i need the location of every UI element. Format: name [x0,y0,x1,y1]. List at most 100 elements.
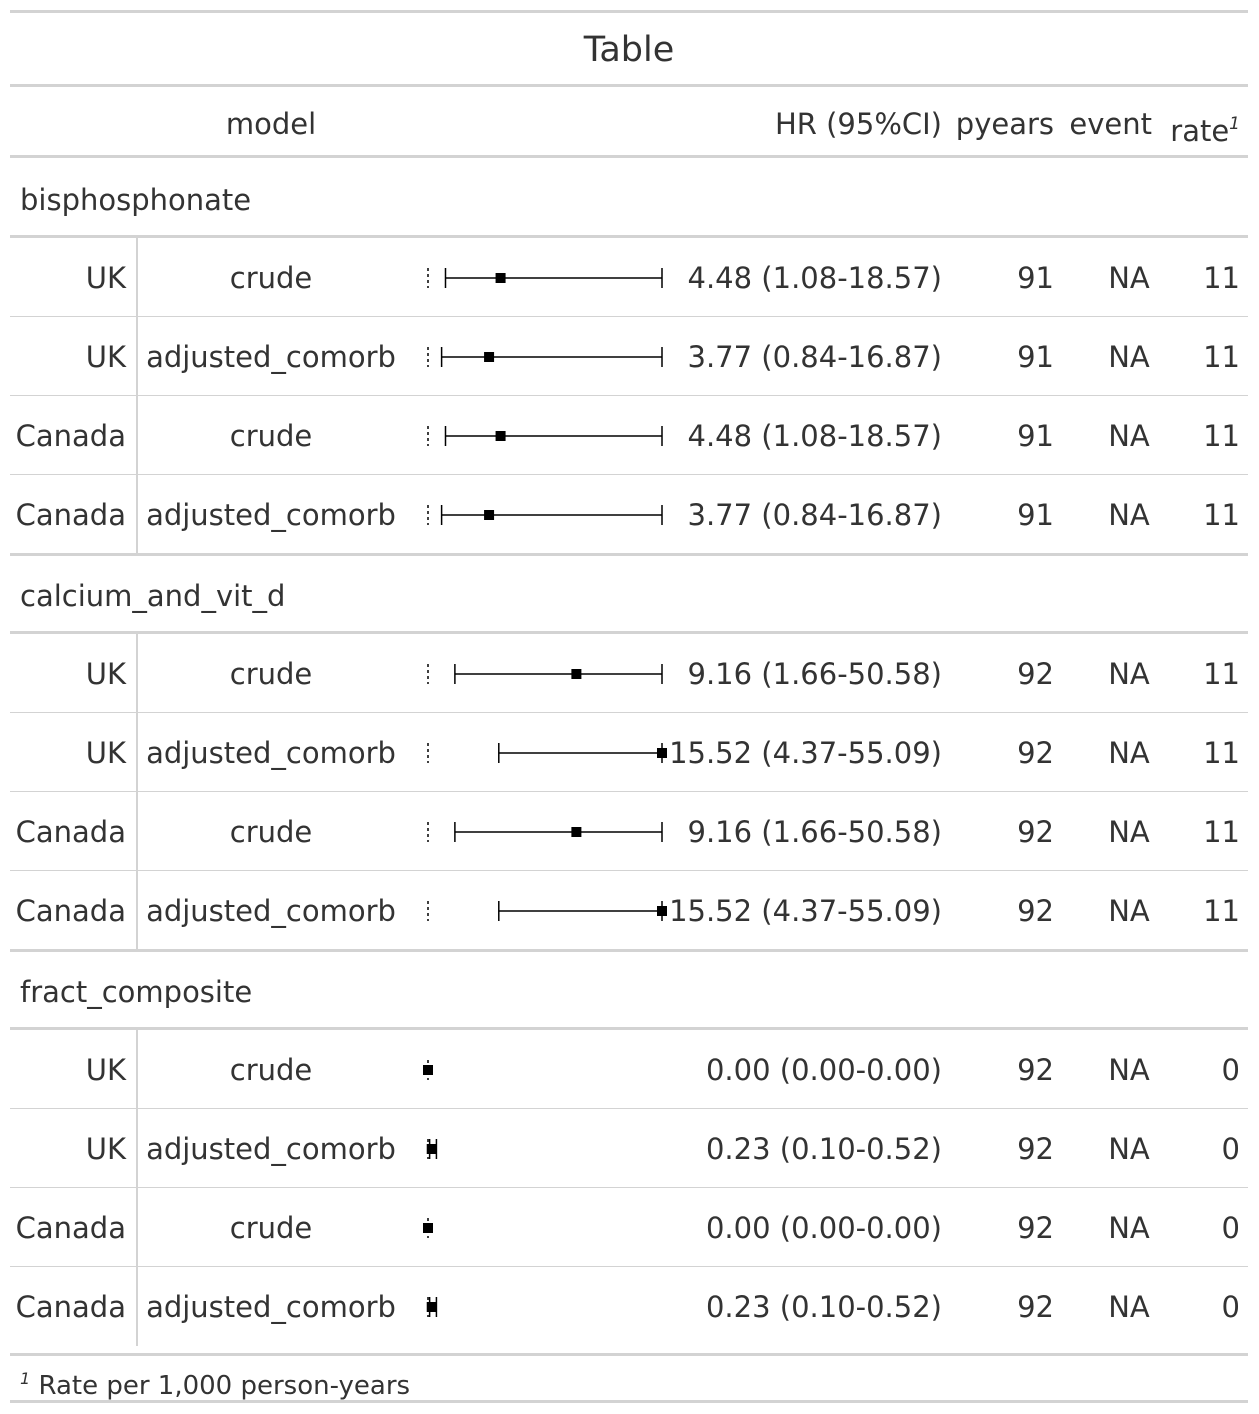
row-model: crude [229,419,313,453]
forest-point [423,1223,433,1233]
row-hr-ci: 9.16 (1.66-50.58) [687,657,942,691]
row-hr-ci: 0.00 (0.00-0.00) [705,1211,942,1245]
row-event: NA [1108,1211,1150,1245]
row-rate: 11 [1203,340,1240,374]
forest-point [657,748,667,758]
row-hr-ci: 4.48 (1.08-18.57) [687,419,942,453]
stub-column-separator [136,1030,138,1346]
row-rate: 0 [1221,1211,1240,1245]
row-hr-ci: 15.52 (4.37-55.09) [669,894,942,928]
header-bottom-rule [10,155,1248,158]
row-model: crude [229,657,313,691]
bottom-border [10,1400,1248,1403]
row-event: NA [1108,894,1150,928]
row-country: UK [85,1053,126,1087]
row-rate: 0 [1221,1053,1240,1087]
row-rate: 11 [1203,894,1240,928]
group-bottom-rule [10,949,1248,952]
row-hr-ci: 9.16 (1.66-50.58) [687,815,942,849]
row-country: UK [85,736,126,770]
row-event: NA [1108,340,1150,374]
row-rate: 11 [1203,498,1240,532]
top-border [10,10,1248,13]
row-model: adjusted_comorb [146,340,396,374]
row-country: Canada [15,1211,126,1245]
row-pyears: 92 [1017,815,1054,849]
row-divider [10,316,1248,317]
stub-column-separator [136,238,138,554]
row-pyears: 92 [1017,657,1054,691]
row-event: NA [1108,261,1150,295]
table-title: Table [583,30,675,70]
group-bottom-rule [10,553,1248,556]
stub-column-separator [136,634,138,950]
row-event: NA [1108,1290,1150,1324]
row-model: adjusted_comorb [146,1290,396,1324]
row-pyears: 92 [1017,1211,1054,1245]
row-divider [10,712,1248,713]
row-event: NA [1108,815,1150,849]
row-pyears: 92 [1017,736,1054,770]
group-header-rule [10,1027,1248,1030]
row-rate: 11 [1203,815,1240,849]
row-event: NA [1108,419,1150,453]
group-header: calcium_and_vit_d [20,579,286,613]
row-hr-ci: 4.48 (1.08-18.57) [687,261,942,295]
row-pyears: 91 [1017,498,1054,532]
forest-point [495,273,506,283]
row-pyears: 91 [1017,261,1054,295]
row-event: NA [1108,657,1150,691]
row-rate: 11 [1203,736,1240,770]
row-rate: 11 [1203,261,1240,295]
row-pyears: 92 [1017,1132,1054,1166]
row-model: crude [229,1053,313,1087]
group-header: bisphosphonate [20,183,252,217]
row-divider [10,791,1248,792]
forest-point [571,669,582,679]
forest-point [484,352,495,362]
forest-point [657,906,667,916]
row-event: NA [1108,736,1150,770]
row-rate: 0 [1221,1132,1240,1166]
row-country: Canada [15,894,126,928]
forest-point [426,1144,437,1154]
row-country: UK [85,657,126,691]
row-model: crude [229,815,313,849]
column-header-rate: rate1 [1150,106,1240,149]
row-divider [10,1187,1248,1188]
title-bottom-rule [10,84,1248,87]
group-header-rule [10,631,1248,634]
row-model: crude [229,261,313,295]
row-model: adjusted_comorb [146,894,396,928]
row-rate: 11 [1203,657,1240,691]
column-header-model: model [225,107,317,141]
group-header-rule [10,235,1248,238]
row-country: Canada [15,815,126,849]
row-model: adjusted_comorb [146,1132,396,1166]
forest-point [426,1302,437,1312]
forest-point [423,1065,433,1075]
row-hr-ci: 3.77 (0.84-16.87) [687,340,942,374]
row-country: UK [85,340,126,374]
row-pyears: 91 [1017,419,1054,453]
group-header: fract_composite [20,975,253,1009]
row-rate: 0 [1221,1290,1240,1324]
row-country: UK [85,261,126,295]
row-pyears: 92 [1017,894,1054,928]
row-pyears: 92 [1017,1053,1054,1087]
row-hr-ci: 0.23 (0.10-0.52) [705,1290,942,1324]
row-country: Canada [15,498,126,532]
row-pyears: 91 [1017,340,1054,374]
row-pyears: 92 [1017,1290,1054,1324]
forest-point [484,510,495,520]
rate-footnote-mark: 1 [1229,114,1240,134]
row-model: adjusted_comorb [146,736,396,770]
row-rate: 11 [1203,419,1240,453]
row-divider [10,1266,1248,1267]
forest-point [495,431,506,441]
column-header-event: event [1069,107,1152,141]
row-hr-ci: 0.23 (0.10-0.52) [705,1132,942,1166]
footnote: 1 Rate per 1,000 person-years [20,1362,410,1403]
row-hr-ci: 3.77 (0.84-16.87) [687,498,942,532]
row-divider [10,1108,1248,1109]
